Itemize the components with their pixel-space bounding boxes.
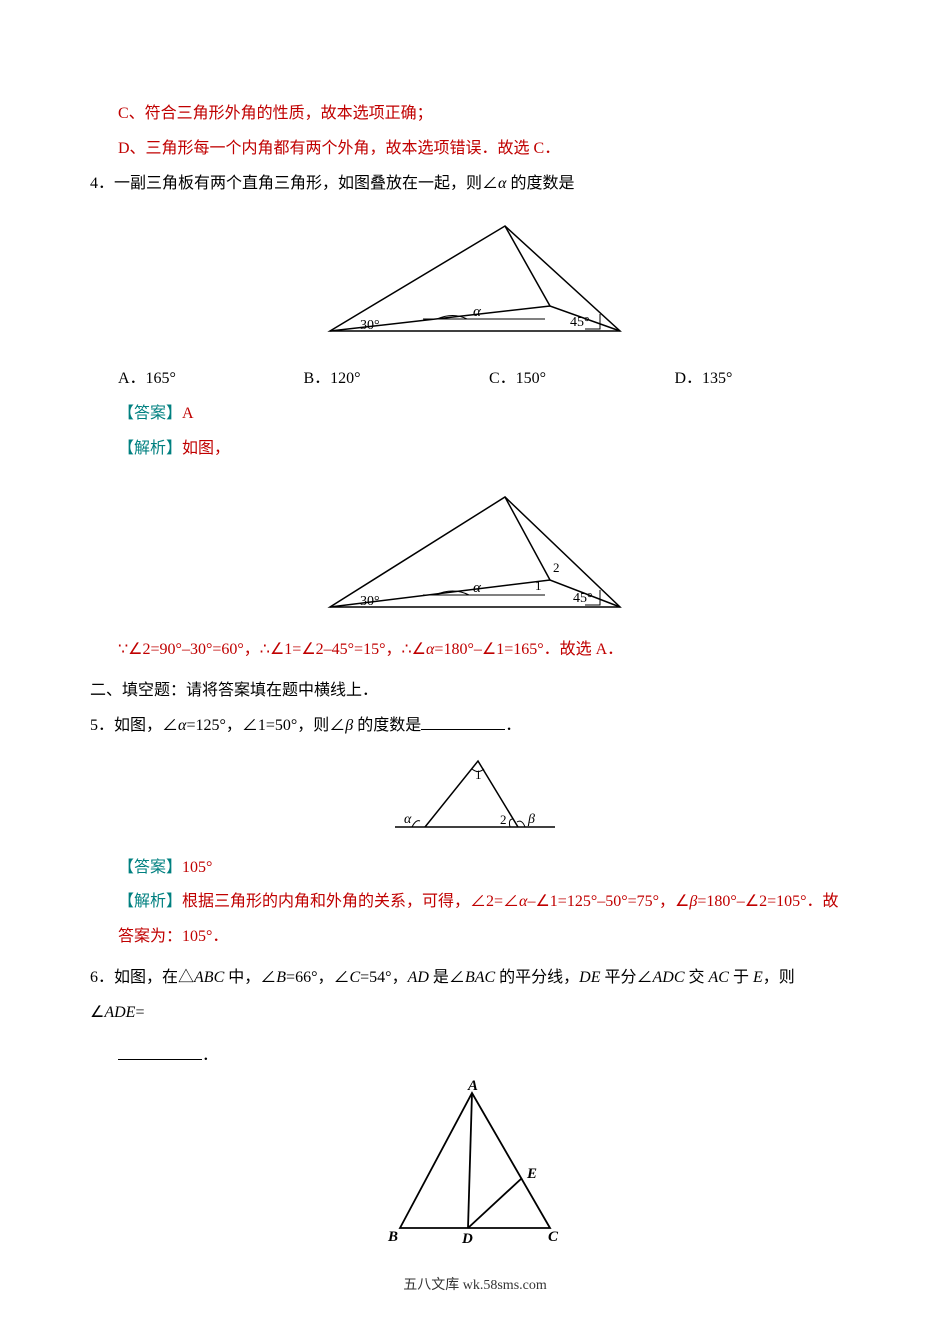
svg-text:1: 1 (475, 767, 482, 782)
q4-figure-1: α 45° 30° (90, 206, 860, 357)
q4-stem-text: 一副三角板有两个直角三角形，如图叠放在一起，则∠ (114, 175, 498, 192)
svg-text:C: C (548, 1229, 559, 1245)
q3-option-d: D、三角形每一个内角都有两个外角，故本选项错误．故选 C． (90, 135, 860, 164)
svg-text:α: α (473, 580, 482, 596)
svg-text:D: D (461, 1231, 473, 1247)
q4-proof: ∵∠2=90°–30°=60°，∴∠1=∠2–45°=15°，∴∠α=180°–… (90, 636, 860, 665)
q4-option-a: A．165° (118, 365, 304, 394)
svg-text:2: 2 (500, 812, 507, 827)
q5-stem-line: 5．如图，∠α=125°，∠1=50°，则∠β 的度数是． (90, 712, 860, 741)
q5-explain-line1: 【解析】根据三角形的内角和外角的关系，可得，∠2=∠α–∠1=125°–50°=… (90, 888, 860, 917)
q4-explain-label: 【解析】 (118, 440, 182, 457)
svg-text:β: β (527, 812, 535, 827)
q4-number: 4． (90, 175, 114, 192)
q3-option-c: C、符合三角形外角的性质，故本选项正确； (90, 100, 860, 129)
svg-text:α: α (473, 304, 482, 320)
q6-stem-line2: ∠ADE= (90, 999, 860, 1028)
q6-number: 6． (90, 969, 114, 986)
q5-answer-value: 105° (182, 859, 212, 876)
svg-text:E: E (526, 1166, 537, 1182)
page-footer: 五八文库 wk.58sms.com (0, 1273, 950, 1298)
svg-text:1: 1 (535, 578, 542, 593)
q4-option-c: C．150° (489, 365, 675, 394)
q5-exp-line2: 答案为：105°． (118, 928, 228, 945)
q5-exp-b3: =180°–∠2=105°．故 (697, 893, 838, 910)
footer-text: 五八文库 wk.58sms.com (403, 1278, 547, 1293)
q6-blank (118, 1044, 202, 1060)
q5-figure: α β 1 2 (90, 749, 860, 850)
q5-stem1: 如图，∠ (114, 717, 178, 734)
svg-text:α: α (404, 812, 412, 827)
q5-answer: 【答案】105° (90, 854, 860, 883)
q4-options: A．165° B．120° C．150° D．135° (90, 365, 860, 394)
q5-exp-body: 根据三角形的内角和外角的关系，可得，∠2=∠ (182, 893, 519, 910)
q4-proof-text2: =180°–∠1=165°．故选 A． (434, 641, 623, 658)
q5-blank (421, 714, 505, 730)
q5-stem3: 的度数是 (353, 717, 421, 734)
section-2-heading: 二、填空题：请将答案填在题中横线上． (90, 677, 860, 706)
q5-exp-b2: –∠1=125°–50°=75°，∠ (527, 893, 689, 910)
q4-figure-2: α 45° 30° 1 2 (90, 472, 860, 633)
q5-explain-label: 【解析】 (118, 893, 182, 910)
q4-option-b: B．120° (304, 365, 490, 394)
q5-stem2: =125°，∠1=50°，则∠ (186, 717, 345, 734)
svg-text:2: 2 (553, 560, 560, 575)
q4-explain-head: 【解析】如图， (90, 435, 860, 464)
svg-text:45°: 45° (573, 591, 593, 606)
svg-text:A: A (467, 1078, 478, 1094)
q3-option-d-text: D、三角形每一个内角都有两个外角，故本选项错误．故选 C． (118, 140, 560, 157)
q4-explain-text: 如图， (182, 440, 230, 457)
q4-answer-label: 【答案】 (118, 405, 182, 422)
svg-text:30°: 30° (360, 318, 380, 333)
q4-stem-line: 4．一副三角板有两个直角三角形，如图叠放在一起，则∠α 的度数是 (90, 170, 860, 199)
q5-number: 5． (90, 717, 114, 734)
q4-stem-text2: 的度数是 (506, 175, 574, 192)
q6-blank-line: ． (90, 1042, 860, 1071)
q4-answer-value: A (182, 405, 194, 422)
q4-option-d: D．135° (675, 365, 861, 394)
svg-text:30°: 30° (360, 594, 380, 609)
q6-figure: A B C D E (90, 1078, 860, 1259)
q4-answer: 【答案】A (90, 400, 860, 429)
q4-proof-text1: ∵∠2=90°–30°=60°，∴∠1=∠2–45°=15°，∴∠ (118, 641, 426, 658)
q6-stem-line1: 6．如图，在△ABC 中，∠B=66°，∠C=54°，AD 是∠BAC 的平分线… (90, 964, 860, 993)
q5-explain-line2: 答案为：105°． (90, 923, 860, 952)
svg-text:B: B (387, 1229, 398, 1245)
q3-option-c-text: C、符合三角形外角的性质，故本选项正确； (118, 105, 433, 122)
svg-text:45°: 45° (570, 315, 590, 330)
q5-answer-label: 【答案】 (118, 859, 182, 876)
